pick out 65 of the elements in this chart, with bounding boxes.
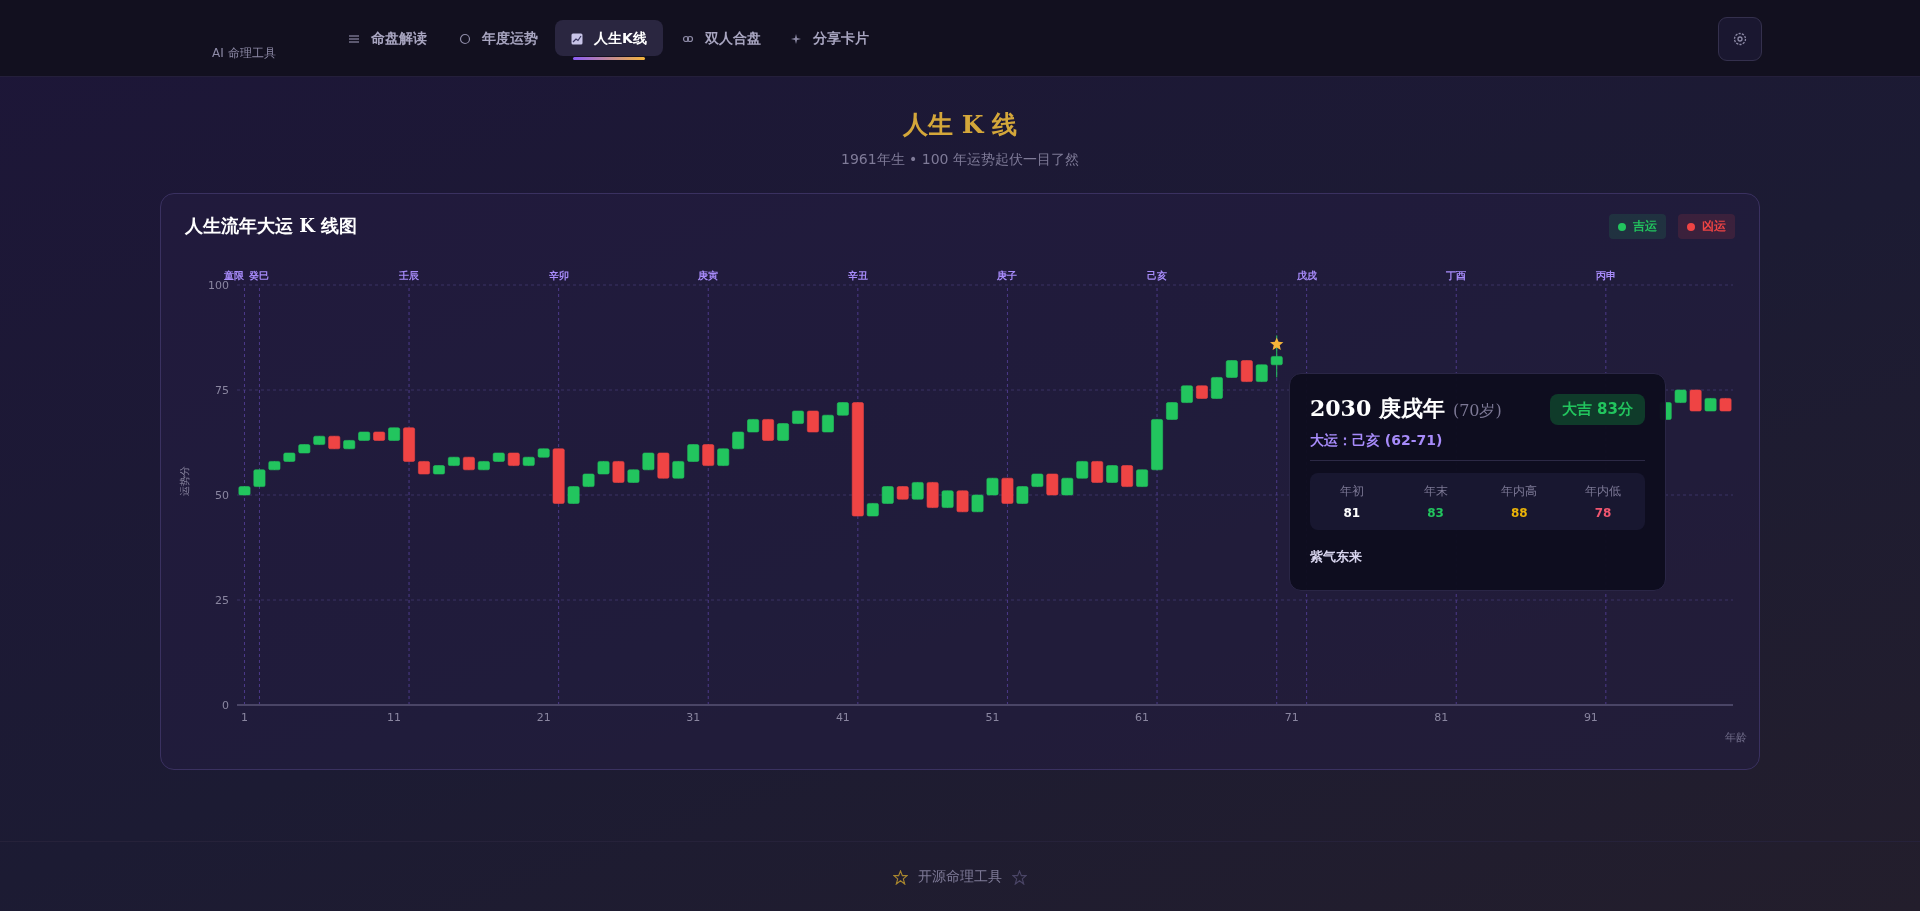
candlestick bbox=[1210, 376, 1223, 399]
x-tick-label: 81 bbox=[1434, 710, 1449, 724]
ref-line-label: 庚寅 bbox=[697, 270, 719, 281]
legend-label: 吉运 bbox=[1633, 218, 1657, 235]
annotation: 年末 bbox=[1423, 484, 1448, 498]
candlestick bbox=[1046, 473, 1059, 496]
ref-line-label: 癸巳 bbox=[248, 270, 270, 281]
annotation: 大运：己亥 (62-71) bbox=[1310, 432, 1443, 448]
text: 年度运势 bbox=[482, 30, 538, 48]
candlestick bbox=[1689, 389, 1702, 412]
annotation: 紫气东来 bbox=[1310, 549, 1362, 564]
chart-title: 人生流年大运 K 线图 bbox=[185, 215, 358, 236]
legend-label: 凶运 bbox=[1702, 218, 1726, 235]
y-tick-label: 75 bbox=[215, 383, 229, 397]
candlestick bbox=[1091, 460, 1104, 483]
ref-line-label: 壬辰 bbox=[398, 270, 421, 281]
ref-line-label: 己亥 bbox=[1147, 270, 1168, 281]
candlestick bbox=[806, 410, 820, 433]
x-tick-label: 1 bbox=[240, 710, 248, 724]
x-tick-label: 41 bbox=[835, 710, 850, 724]
candlestick bbox=[761, 418, 775, 441]
y-tick-label: 25 bbox=[215, 593, 229, 607]
text: 人生K线 bbox=[594, 30, 647, 48]
annotation: (70岁) bbox=[1452, 401, 1502, 420]
ref-line-label: 辛卯 bbox=[547, 270, 569, 281]
x-tick-label: 71 bbox=[1284, 710, 1299, 724]
text: AI 命理工具 bbox=[212, 46, 276, 60]
y-tick-label: 50 bbox=[215, 488, 229, 502]
annotation: 大吉 83分 bbox=[1561, 400, 1633, 418]
candlestick bbox=[702, 444, 715, 467]
annotation: 81 bbox=[1343, 506, 1361, 520]
candlestick bbox=[1240, 360, 1253, 383]
y-axis-title: 运势分 bbox=[179, 466, 190, 496]
candlestick bbox=[612, 460, 625, 483]
x-tick-label: 61 bbox=[1135, 710, 1150, 724]
candlestick bbox=[1121, 465, 1134, 488]
ref-line-label: 童限 bbox=[223, 270, 246, 281]
ref-line-label: 庚子 bbox=[996, 270, 1018, 281]
annotation: 78 bbox=[1594, 506, 1612, 520]
ref-line-label: 辛丑 bbox=[846, 270, 868, 281]
ref-line-label: 戊戌 bbox=[1295, 270, 1317, 281]
x-tick-label: 21 bbox=[536, 710, 551, 724]
text: 开源命理工具 bbox=[918, 868, 1002, 886]
annotation: 年内高 bbox=[1501, 484, 1538, 498]
text: 命盘解读 bbox=[371, 30, 427, 48]
x-axis-title: 年龄 bbox=[1725, 731, 1747, 744]
annotation: 83 bbox=[1427, 506, 1444, 520]
text: 分享卡片 bbox=[813, 30, 869, 48]
ref-line-label: 丙申 bbox=[1594, 270, 1616, 281]
annotation: 88 bbox=[1511, 506, 1528, 520]
annotation: 年初 bbox=[1339, 484, 1364, 498]
x-tick-label: 11 bbox=[387, 710, 402, 724]
y-tick-label: 100 bbox=[208, 278, 229, 292]
annotation: 年内低 bbox=[1585, 484, 1622, 498]
y-tick-label: 0 bbox=[222, 698, 229, 712]
annotation: 2030 庚戌年 bbox=[1310, 395, 1445, 421]
candlestick bbox=[1270, 334, 1283, 378]
text: 1961年生 • 100 年运势起伏一目了然 bbox=[841, 151, 1079, 167]
text: 双人合盘 bbox=[705, 30, 761, 48]
x-tick-label: 51 bbox=[985, 710, 1000, 724]
ref-line-label: 丁酉 bbox=[1445, 270, 1467, 281]
x-tick-label: 31 bbox=[686, 710, 701, 724]
candlestick bbox=[956, 490, 969, 513]
x-tick-label: 91 bbox=[1583, 710, 1598, 724]
text: 人生 K 线 bbox=[902, 110, 1018, 139]
